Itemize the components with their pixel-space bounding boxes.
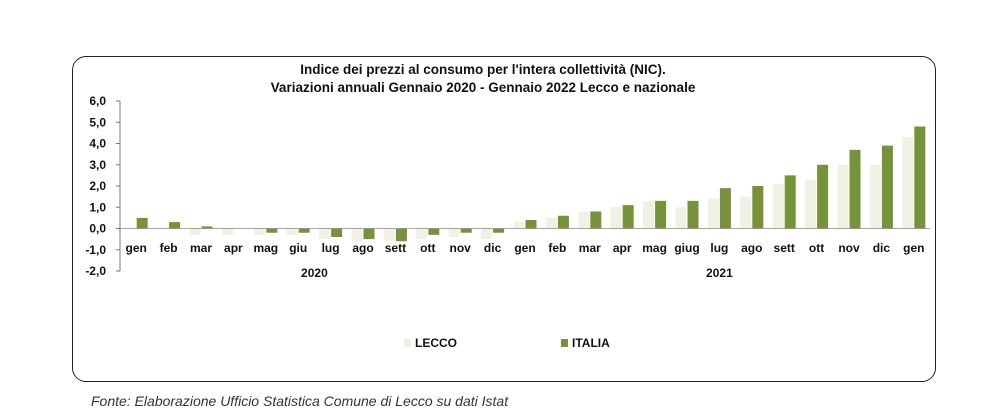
x-tick-label: nov (838, 241, 860, 255)
x-tick-label: dic (484, 241, 502, 255)
y-tick-label: 4,0 (89, 137, 106, 151)
y-tick-label: 2,0 (89, 179, 106, 193)
bar-italia (687, 200, 699, 229)
x-tick-label: sett (385, 241, 406, 255)
y-tick-label: 1,0 (89, 200, 106, 214)
group-labels: 2020 2021 (301, 266, 733, 280)
bar-italia (136, 217, 148, 229)
y-axis: 6,0 5,0 4,0 3,0 2,0 1,0 0,0 -1,0 -2,0 (85, 94, 121, 278)
bar-lecco (740, 196, 752, 229)
bar-italia (460, 228, 472, 233)
bar-italia (914, 126, 926, 229)
y-tick-label: -2,0 (85, 264, 106, 278)
bar-italia (817, 164, 829, 229)
bar-italia (169, 222, 181, 229)
bar-lecco (869, 164, 881, 229)
bar-lecco (675, 207, 687, 229)
x-tick-label: apr (613, 241, 632, 255)
bar-italia (298, 228, 310, 233)
x-tick-label: gen (514, 241, 535, 255)
legend-swatch-italia (561, 339, 568, 347)
x-tick-label: nov (450, 241, 472, 255)
bar-lecco (902, 137, 914, 229)
bar-lecco (772, 183, 784, 229)
bar-lecco (319, 228, 331, 240)
bar-lecco (837, 164, 849, 229)
bar-italia (752, 186, 764, 229)
x-tick-label: mag (253, 241, 278, 255)
x-tick-label: gen (903, 241, 924, 255)
bar-lecco (805, 179, 817, 229)
bar-italia (363, 228, 375, 240)
bar-italia (266, 228, 278, 233)
x-tick-label: dic (873, 241, 891, 255)
bar-lecco (707, 198, 719, 229)
bar-italia (784, 175, 796, 229)
chart-frame (72, 56, 936, 382)
x-tick-label: giug (674, 241, 699, 255)
bar-lecco (448, 228, 460, 237)
y-tick-label: 5,0 (89, 115, 106, 129)
bar-lecco (286, 228, 298, 235)
x-tick-label: mar (190, 241, 212, 255)
x-tick-label: mar (579, 241, 601, 255)
y-tick-label: 3,0 (89, 158, 106, 172)
bar-lecco (221, 228, 233, 235)
x-tick-label: ago (352, 241, 373, 255)
x-tick-label: mag (642, 241, 667, 255)
y-tick-label: 0,0 (89, 222, 106, 236)
bar-italia (622, 205, 634, 229)
x-tick-label: ott (420, 241, 435, 255)
bar-lecco (416, 228, 428, 240)
x-labels: gen feb mar apr mag giu lug ago sett ott nov dic gen… (126, 241, 925, 255)
bar-lecco (545, 217, 557, 229)
x-tick-label: ott (809, 241, 824, 255)
group-label: 2021 (706, 266, 733, 280)
x-tick-label: feb (548, 241, 566, 255)
y-tick-label: 6,0 (89, 94, 106, 108)
bar-lecco (610, 207, 622, 229)
bars (120, 126, 930, 242)
bar-italia (719, 188, 731, 229)
bar-italia (590, 211, 602, 229)
y-tick-label: -1,0 (85, 243, 106, 257)
bar-lecco (513, 222, 525, 229)
bar-italia (493, 228, 505, 233)
bar-italia (525, 220, 537, 229)
bar-italia (557, 215, 569, 229)
bar-lecco (189, 228, 201, 235)
bar-lecco (643, 200, 655, 229)
bar-lecco (383, 228, 395, 242)
bar-lecco (254, 228, 266, 235)
chart-subtitle: Variazioni annuali Gennaio 2020 - Gennai… (271, 80, 696, 95)
group-label: 2020 (301, 266, 328, 280)
bar-italia (331, 228, 343, 237)
bar-italia (655, 200, 667, 229)
x-tick-label: ago (741, 241, 762, 255)
x-tick-label: gen (126, 241, 147, 255)
legend-label-lecco: LECCO (415, 336, 457, 350)
chart-title: Indice dei prezzi al consumo per l'inter… (300, 62, 666, 77)
bar-italia (428, 228, 440, 235)
x-tick-label: lug (710, 241, 728, 255)
legend-label-italia: ITALIA (572, 336, 610, 350)
legend: LECCO ITALIA (404, 336, 610, 350)
x-tick-label: giu (289, 241, 307, 255)
x-tick-label: lug (322, 241, 340, 255)
source-note: Fonte: Elaborazione Ufficio Statistica C… (91, 393, 509, 409)
bar-italia (849, 149, 861, 229)
x-tick-label: sett (774, 241, 795, 255)
x-tick-label: feb (160, 241, 178, 255)
legend-swatch-lecco (404, 339, 411, 347)
bar-lecco (481, 228, 493, 240)
bar-lecco (351, 228, 363, 242)
bar-italia (395, 228, 407, 242)
x-tick-label: apr (224, 241, 243, 255)
bar-lecco (578, 211, 590, 229)
bar-italia (881, 145, 893, 229)
bar-italia (201, 226, 213, 229)
